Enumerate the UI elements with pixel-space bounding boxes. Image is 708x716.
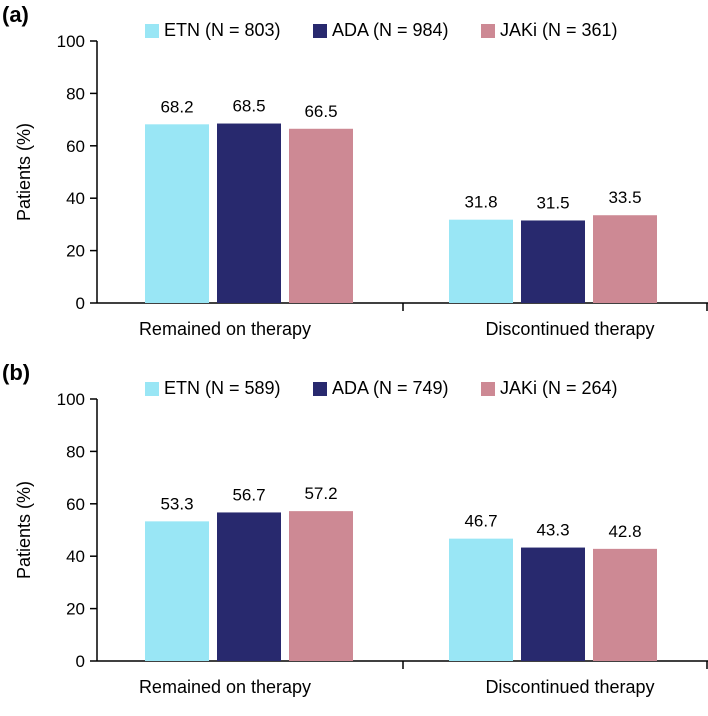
y-axis-label: Patients (%) <box>14 481 34 579</box>
bar-ada <box>521 547 585 661</box>
bar-jaki <box>593 215 657 303</box>
bar-value-label: 68.2 <box>160 97 193 116</box>
chart-panel-a: (a) 0 20 40 60 80 100 Patients (%) Remained on … <box>2 2 708 339</box>
legend-swatch <box>313 382 327 396</box>
legend-label: ADA (N = 749) <box>332 378 449 398</box>
y-axis-label: Patients (%) <box>14 123 34 221</box>
legend-swatch <box>145 382 159 396</box>
x-category-label: Remained on therapy <box>139 677 311 697</box>
panel-label: (a) <box>2 2 29 27</box>
x-category-label: Discontinued therapy <box>485 677 654 697</box>
bar-jaki <box>289 128 353 303</box>
bar-ada <box>521 220 585 303</box>
y-tick-label: 80 <box>66 84 85 103</box>
bar-value-label: 57.2 <box>304 484 337 503</box>
legend-label: ADA (N = 984) <box>332 20 449 40</box>
bar-chart-a: 0 20 40 60 80 100 Patients (%) Remained on ther… <box>14 20 708 339</box>
bar-etn <box>449 219 513 303</box>
x-category-label: Remained on therapy <box>139 319 311 339</box>
x-category-label: Discontinued therapy <box>485 319 654 339</box>
bar-value-label: 43.3 <box>536 521 569 540</box>
y-tick-label: 40 <box>66 189 85 208</box>
bar-value-label: 46.7 <box>464 512 497 531</box>
y-tick-label: 20 <box>66 600 85 619</box>
bar-etn <box>145 521 209 661</box>
y-tick-label: 20 <box>66 242 85 261</box>
bar-jaki <box>289 511 353 661</box>
bar-chart-b: 0 20 40 60 80 100 Patients (%) Remained on ther… <box>14 378 708 697</box>
bar-ada <box>217 512 281 661</box>
y-tick-label: 40 <box>66 547 85 566</box>
bar-value-label: 66.5 <box>304 102 337 121</box>
bar-value-label: 31.5 <box>536 193 569 212</box>
bar-etn <box>449 538 513 661</box>
bar-value-label: 33.5 <box>608 188 641 207</box>
y-tick-label: 0 <box>76 294 85 313</box>
y-tick-label: 0 <box>76 652 85 671</box>
chart-panel-b: (b) 0 20 40 60 80 100 Patients (%) Remained on … <box>0 358 708 716</box>
bar-etn <box>145 124 209 303</box>
legend-label: ETN (N = 589) <box>164 378 281 398</box>
bar-ada <box>217 123 281 303</box>
legend-label: JAKi (N = 264) <box>500 378 618 398</box>
legend-swatch <box>313 24 327 38</box>
bar-jaki <box>593 548 657 661</box>
y-tick-label: 100 <box>57 390 85 409</box>
legend-label: ETN (N = 803) <box>164 20 281 40</box>
bar-value-label: 53.3 <box>160 494 193 513</box>
y-tick-label: 100 <box>57 32 85 51</box>
bar-value-label: 31.8 <box>464 193 497 212</box>
legend-swatch <box>145 24 159 38</box>
legend-swatch <box>481 382 495 396</box>
y-tick-label: 80 <box>66 442 85 461</box>
y-tick-label: 60 <box>66 495 85 514</box>
y-tick-label: 60 <box>66 137 85 156</box>
legend-swatch <box>481 24 495 38</box>
panel-label: (b) <box>2 360 31 385</box>
bar-value-label: 68.5 <box>232 97 265 116</box>
bar-value-label: 42.8 <box>608 522 641 541</box>
bar-value-label: 56.7 <box>232 485 265 504</box>
legend-label: JAKi (N = 361) <box>500 20 618 40</box>
